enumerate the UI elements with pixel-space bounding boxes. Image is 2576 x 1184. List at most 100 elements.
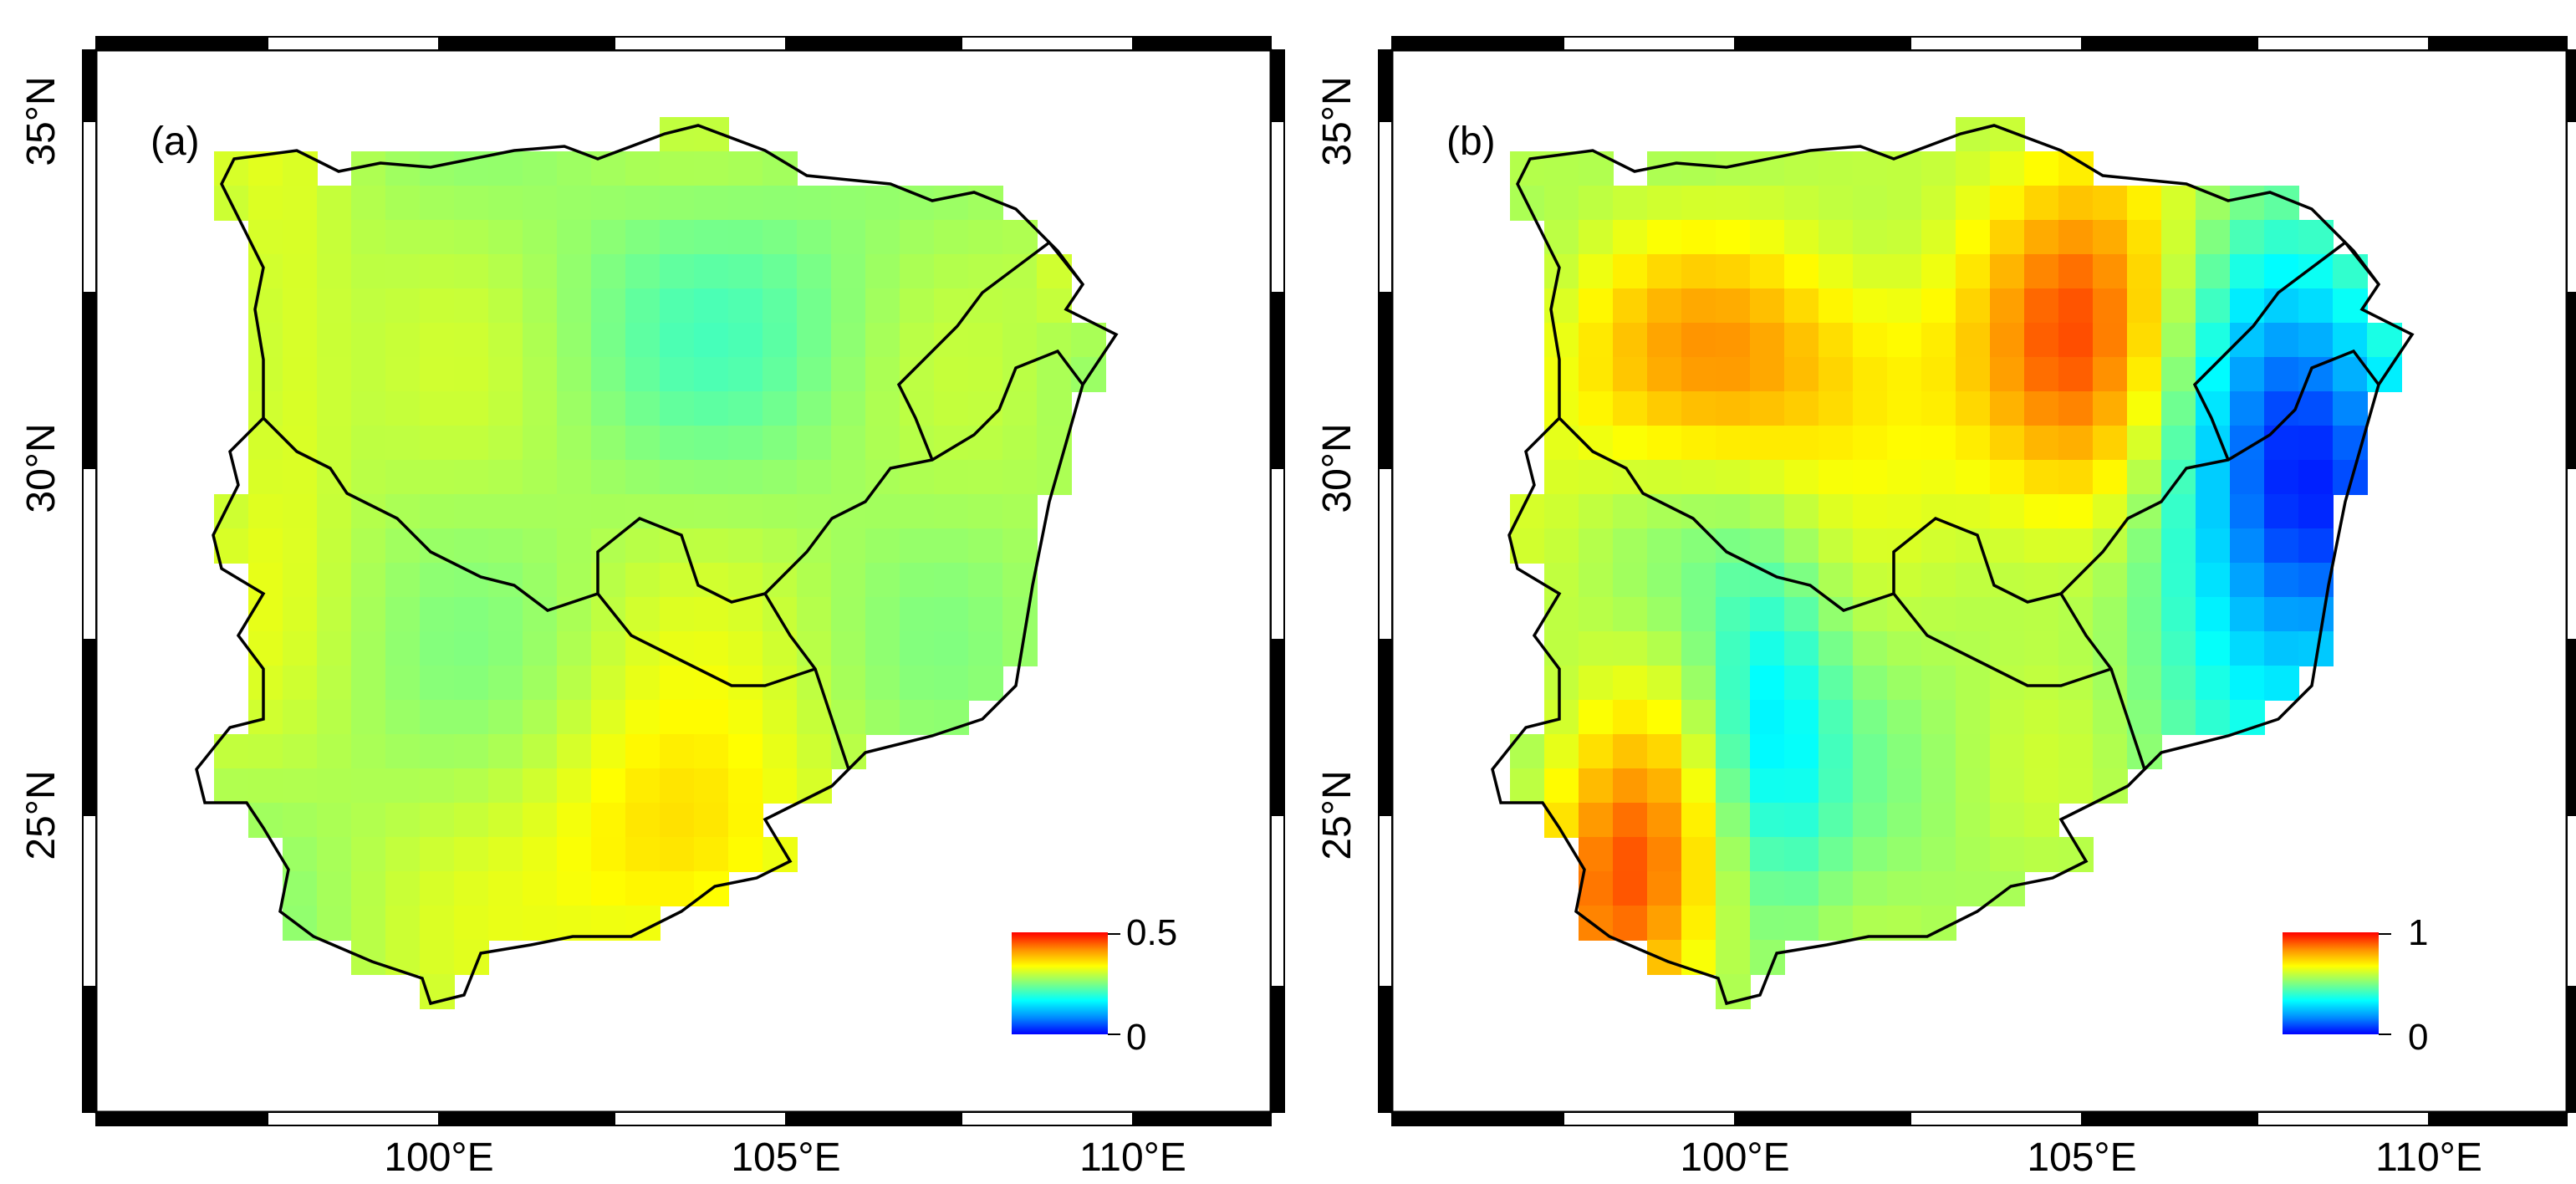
grid-cell <box>1579 563 1614 598</box>
grid-cell <box>1681 734 1716 769</box>
grid-cell <box>1647 734 1682 769</box>
grid-cell <box>2024 768 2059 804</box>
grid-cell <box>1647 288 1682 324</box>
grid-cell <box>2093 666 2128 701</box>
grid-cell <box>968 494 1003 529</box>
grid-cell <box>1819 631 1854 666</box>
grid-cell <box>1613 323 1648 358</box>
grid-cell <box>1716 563 1751 598</box>
grid-cell <box>2093 288 2128 324</box>
map-panel-b: 35°N 30°N 25°N 100°E 105°E 110°E (b) 1 0 <box>1315 36 2576 1180</box>
colorbar: 0.5 0 <box>1012 912 1177 1058</box>
lat-tick-label: 35°N <box>19 76 64 166</box>
grid-cell <box>797 220 832 255</box>
grid-cell <box>865 631 900 666</box>
grid-cell <box>1613 734 1648 769</box>
grid-cell <box>385 391 421 426</box>
grid-cell <box>660 323 695 358</box>
frame-segment <box>2566 120 2576 293</box>
grid-cell <box>1921 768 1956 804</box>
grid-cell <box>2024 837 2059 872</box>
grid-cell <box>1887 803 1922 838</box>
lat-tick-label: 30°N <box>1315 423 1359 513</box>
frame-segment <box>438 1111 615 1126</box>
grid-cell <box>420 768 455 804</box>
grid-cell <box>488 871 523 906</box>
grid-cell <box>2196 631 2231 666</box>
lon-tick-label: 110°E <box>2375 1136 2482 1180</box>
grid-cell <box>488 906 523 941</box>
grid-cell <box>728 631 763 666</box>
grid-cell <box>454 837 489 872</box>
lat-tick-label: 25°N <box>19 770 64 860</box>
grid-cell <box>1037 460 1072 495</box>
grid-cell <box>1579 220 1614 255</box>
lon-tick-label: 100°E <box>384 1136 493 1180</box>
grid-cell <box>351 871 386 906</box>
grid-cell <box>1613 871 1648 906</box>
grid-cell <box>420 631 455 666</box>
grid-cell <box>1990 597 2025 632</box>
grid-cell <box>1750 631 1785 666</box>
grid-cell <box>968 597 1003 632</box>
grid-cell <box>1579 666 1614 701</box>
grid-cell <box>2024 186 2059 221</box>
grid-cell <box>1716 426 1751 461</box>
grid-cell <box>2161 426 2196 461</box>
grid-cell <box>248 186 283 221</box>
grid-cell <box>831 563 866 598</box>
grid-cell <box>2230 528 2265 564</box>
grid-cell <box>1956 391 1991 426</box>
grid-cell <box>1750 494 1785 529</box>
grid-cell <box>2161 494 2196 529</box>
grid-cell <box>2127 391 2162 426</box>
grid-cell <box>625 426 661 461</box>
grid-cell <box>557 906 592 941</box>
grid-cell <box>1647 254 1682 289</box>
grid-cell <box>1990 631 2025 666</box>
grid-cell <box>1002 288 1038 324</box>
grid-cell <box>1853 837 1888 872</box>
grid-cell <box>1750 906 1785 941</box>
grid-cell <box>351 494 386 529</box>
grid-cell <box>1784 151 1819 186</box>
grid-cell <box>660 391 695 426</box>
grid-cell <box>317 906 352 941</box>
grid-cell <box>865 186 900 221</box>
grid-cell <box>454 906 489 941</box>
grid-cell <box>694 597 729 632</box>
grid-cell <box>865 254 900 289</box>
grid-cell <box>1887 494 1922 529</box>
grid-cell <box>694 288 729 324</box>
grid-cell <box>2093 460 2128 495</box>
grid-cell <box>351 940 386 975</box>
grid-cell <box>1956 597 1991 632</box>
grid-cell <box>2230 460 2265 495</box>
grid-cell <box>1990 666 2025 701</box>
grid-cell <box>968 357 1003 392</box>
grid-cell <box>1819 734 1854 769</box>
grid-cell <box>1819 426 1854 461</box>
grid-cell <box>385 460 421 495</box>
grid-cell <box>1819 666 1854 701</box>
lon-ticks: 100°E 105°E 110°E <box>384 1136 1186 1180</box>
grid-cell <box>1002 391 1038 426</box>
frame-segment <box>1391 1111 1564 1126</box>
grid-cell <box>934 323 969 358</box>
grid-cell <box>385 323 421 358</box>
grid-cell <box>385 631 421 666</box>
frame-segment <box>1270 292 1285 469</box>
grid-cell <box>488 357 523 392</box>
grid-cell <box>454 734 489 769</box>
grid-cell <box>1681 837 1716 872</box>
grid-cell <box>660 631 695 666</box>
grid-cell <box>694 734 729 769</box>
lon-tick-label: 105°E <box>2027 1136 2136 1180</box>
grid-cell <box>1784 494 1819 529</box>
grid-cell <box>1613 803 1648 838</box>
grid-cell <box>1579 460 1614 495</box>
grid-cell <box>763 151 798 186</box>
grid-cell <box>1750 391 1785 426</box>
grid-cell <box>865 666 900 701</box>
grid-cell <box>248 631 283 666</box>
